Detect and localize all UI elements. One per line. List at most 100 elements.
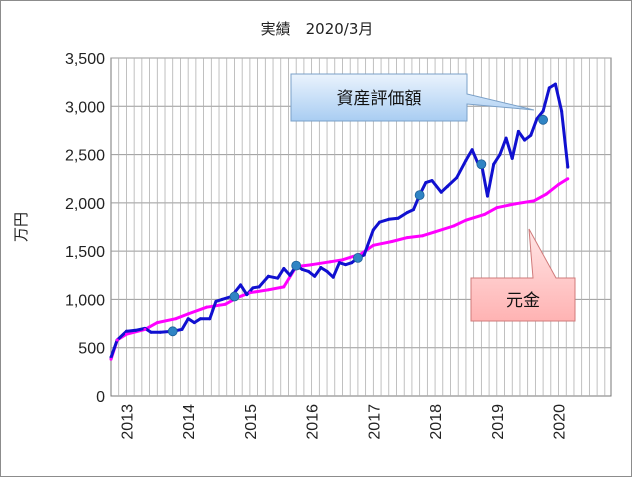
data-point-series-0 [282, 267, 286, 271]
x-tick-label: 2019 [490, 404, 507, 440]
data-point-series-0 [325, 269, 329, 273]
data-point-series-0 [411, 208, 415, 212]
data-point-series-0 [331, 275, 335, 279]
data-point-series-0 [158, 330, 162, 334]
data-point-series-0 [239, 283, 243, 287]
x-ticks: 2013 2014 2015 2016 2017 2018 2019 2020 [119, 404, 568, 440]
data-point-series-0 [535, 117, 539, 121]
data-point-series-1 [464, 218, 468, 222]
x-tick-label: 2013 [119, 404, 136, 440]
data-point-series-0 [541, 109, 545, 113]
x-tick-label: 2017 [366, 404, 383, 440]
data-point-series-0 [288, 273, 292, 277]
data-point-series-0 [445, 184, 449, 188]
marker-point [229, 291, 240, 302]
x-tick-label: 2014 [181, 404, 198, 440]
data-point-series-0 [266, 274, 270, 278]
data-point-series-0 [470, 148, 474, 152]
marker-point [291, 260, 302, 271]
data-point-series-0 [371, 228, 375, 232]
y-tick-label: 1,500 [65, 244, 105, 261]
data-point-series-1 [405, 236, 409, 240]
y-tick-label: 2,000 [65, 196, 105, 213]
data-point-series-0 [405, 211, 409, 215]
series-line-principal [109, 177, 569, 360]
chart-title: 実績 2020/3月 [261, 20, 374, 38]
data-point-series-1 [223, 302, 227, 306]
y-axis-label: 万円 [12, 212, 30, 242]
data-point-series-1 [532, 199, 536, 203]
data-point-series-0 [439, 190, 443, 194]
data-point-series-1 [340, 258, 344, 262]
data-point-series-0 [350, 261, 354, 265]
data-point-series-0 [523, 138, 527, 142]
marker-point [414, 190, 425, 201]
data-point-series-0 [455, 176, 459, 180]
marker-point [538, 114, 548, 125]
data-point-series-0 [276, 276, 280, 280]
data-point-series-1 [124, 332, 128, 336]
data-point-series-0 [396, 216, 400, 220]
data-point-series-0 [504, 136, 508, 140]
data-point-series-1 [482, 212, 486, 216]
data-point-series-0 [307, 269, 311, 273]
data-point-series-1 [513, 202, 517, 206]
data-point-series-0 [560, 109, 564, 113]
data-point-series-0 [186, 317, 190, 321]
data-point-series-1 [248, 291, 252, 295]
y-tick-label: 2,500 [65, 148, 105, 165]
data-point-series-0 [492, 162, 496, 166]
x-tick-label: 2016 [305, 404, 322, 440]
data-point-series-0 [344, 263, 348, 267]
markers [167, 114, 548, 337]
data-point-series-1 [186, 312, 190, 316]
data-point-series-0 [547, 86, 551, 90]
y-tick-label: 1,000 [65, 292, 105, 309]
data-point-series-0 [529, 133, 533, 137]
data-point-series-1 [310, 263, 314, 267]
y-tick-label: 500 [78, 341, 105, 358]
callout-asset-value: 資産評価額 [290, 73, 535, 122]
data-point-series-0 [387, 217, 391, 221]
data-point-series-0 [319, 266, 323, 270]
data-point-series-0 [486, 194, 490, 198]
callout-principal-shape [470, 228, 576, 322]
data-point-series-0 [192, 321, 196, 325]
data-point-series-1 [115, 338, 119, 342]
x-tick-label: 2020 [552, 404, 569, 440]
data-point-series-0 [464, 158, 468, 162]
data-point-series-0 [378, 220, 382, 224]
callout-principal: 元金 [470, 228, 576, 322]
y-tick-label: 0 [96, 389, 105, 406]
data-point-series-0 [566, 165, 570, 169]
data-point-series-0 [362, 253, 366, 257]
data-point-series-0 [516, 129, 520, 133]
x-tick-label: 2018 [428, 404, 445, 440]
y-tick-label: 3,000 [65, 99, 105, 116]
data-point-series-0 [300, 267, 304, 271]
callout-asset-value-text: 資産評価額 [337, 89, 422, 109]
data-point-series-0 [498, 153, 502, 157]
data-point-series-0 [199, 317, 203, 321]
data-point-series-0 [430, 179, 434, 183]
data-point-series-0 [180, 327, 184, 331]
data-point-series-0 [149, 330, 153, 334]
data-point-series-0 [510, 156, 514, 160]
callout-asset-value-shape [290, 73, 535, 122]
data-point-series-0 [257, 285, 261, 289]
marker-point [476, 159, 487, 170]
data-point-series-0 [251, 286, 255, 290]
data-point-series-1 [452, 224, 456, 228]
data-point-series-0 [553, 82, 557, 86]
data-point-series-0 [208, 317, 212, 321]
data-point-series-0 [337, 261, 341, 265]
data-point-series-1 [109, 357, 113, 361]
data-point-series-0 [124, 329, 128, 333]
grid [111, 57, 611, 396]
x-tick-label: 2015 [243, 404, 260, 440]
data-point-series-1 [174, 317, 178, 321]
data-point-series-1 [143, 327, 147, 331]
data-point-series-1 [155, 321, 159, 325]
